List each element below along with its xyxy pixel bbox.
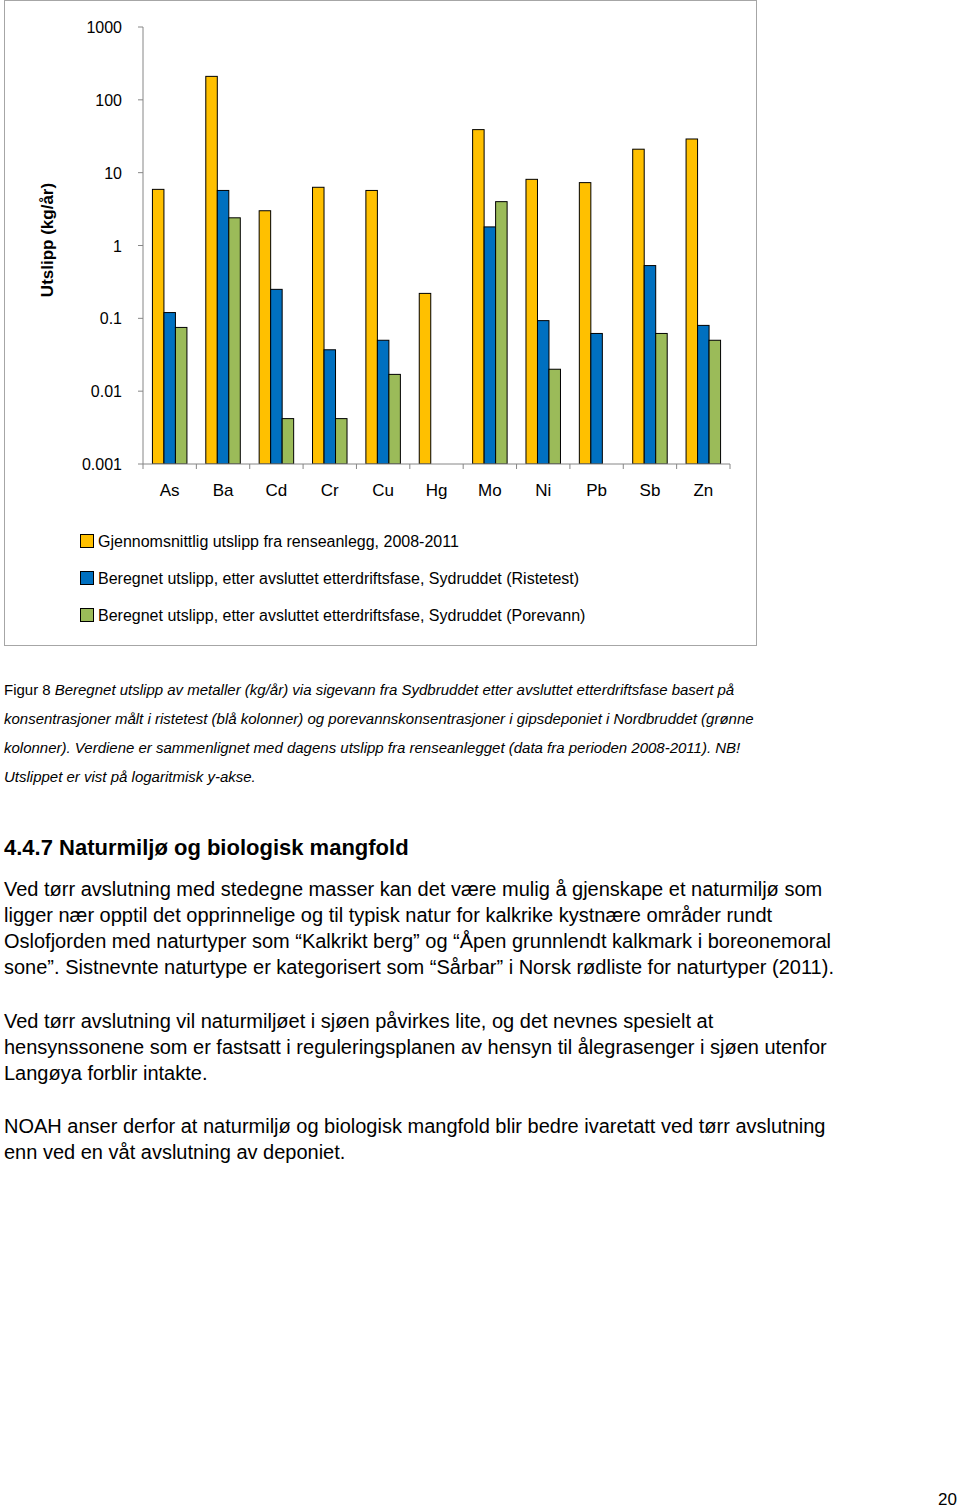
y-tick-label: 0.01	[91, 383, 122, 400]
y-tick	[138, 245, 143, 246]
y-tick	[138, 99, 143, 100]
bar	[152, 189, 164, 464]
x-tick-label: Cu	[372, 481, 394, 500]
legend-swatch	[81, 572, 94, 585]
paragraph-line: Ved tørr avslutning vil naturmiljøet i s…	[4, 1010, 714, 1032]
bar	[633, 149, 645, 464]
chart: 0.001 0.01 0.1 1 10 100 1000 Utslipp (kg/år) As B…	[5, 1, 757, 646]
y-tick	[138, 27, 143, 28]
chart-frame	[5, 1, 757, 646]
x-tick-label: As	[160, 481, 180, 500]
paragraph-line: Langøya forblir intakte.	[4, 1062, 207, 1084]
caption-label: Figur 8	[4, 681, 51, 698]
x-tick-label: Sb	[640, 481, 661, 500]
x-tick	[356, 464, 357, 469]
paragraph-line: enn ved en våt avslutning av deponiet.	[4, 1141, 345, 1163]
x-tick-label: Pb	[586, 481, 607, 500]
x-tick	[730, 464, 731, 469]
bar	[206, 76, 218, 464]
x-tick-label: Zn	[693, 481, 713, 500]
legend-swatch	[81, 535, 94, 548]
y-tick	[138, 464, 143, 465]
bar	[271, 289, 283, 464]
x-tick	[143, 464, 144, 469]
bar	[537, 321, 549, 464]
y-tick-label: 10	[104, 165, 122, 182]
bar	[366, 190, 378, 464]
x-tick-label: Ba	[213, 481, 234, 500]
bar	[549, 369, 561, 464]
bar	[473, 130, 485, 464]
bar	[336, 419, 348, 464]
x-tick	[676, 464, 677, 469]
bar	[656, 333, 668, 464]
bar	[259, 211, 271, 464]
bar	[644, 266, 656, 464]
bar	[526, 179, 538, 464]
bar	[698, 325, 710, 464]
bar	[484, 227, 496, 464]
y-axis-title: Utslipp (kg/år)	[38, 183, 57, 297]
bar	[686, 139, 698, 464]
x-tick-label: Mo	[478, 481, 502, 500]
bar	[217, 190, 229, 464]
paragraph-line: Oslofjorden med naturtyper som “Kalkrikt…	[4, 930, 831, 952]
x-tick	[516, 464, 517, 469]
x-tick-label: Cr	[321, 481, 339, 500]
legend-swatch	[81, 609, 94, 622]
bar	[709, 340, 721, 464]
bar	[324, 350, 336, 464]
y-tick	[138, 391, 143, 392]
y-tick	[138, 172, 143, 173]
paragraph-line: ligger nær opptil det opprinnelige og ti…	[4, 904, 773, 926]
bar	[496, 202, 508, 464]
caption-line: Beregnet utslipp av metaller (kg/år) via…	[55, 681, 735, 698]
y-tick-label: 0.1	[100, 310, 122, 327]
x-tick	[249, 464, 250, 469]
x-tick	[463, 464, 464, 469]
bar	[229, 218, 241, 464]
y-axis	[143, 27, 144, 464]
y-tick-label: 1000	[86, 19, 122, 36]
bar	[164, 313, 176, 464]
caption-line: kolonner). Verdiene er sammenlignet med …	[4, 739, 741, 756]
paragraph-line: NOAH anser derfor at naturmiljø og biolo…	[4, 1115, 825, 1137]
bar	[419, 293, 431, 464]
x-tick-label: Cd	[266, 481, 288, 500]
legend: Gjennomsnittlig utslipp fra renseanlegg,…	[81, 533, 586, 624]
heading: 4.4.7 Naturmiljø og biologisk mangfold	[4, 835, 409, 860]
paragraph-line: hensynssonene som er fastsatt i reguleri…	[4, 1036, 827, 1058]
caption: Figur 8Beregnet utslipp av metaller (kg/…	[4, 681, 754, 785]
x-tick	[569, 464, 570, 469]
x-tick	[623, 464, 624, 469]
bar	[389, 374, 401, 464]
legend-label: Gjennomsnittlig utslipp fra renseanlegg,…	[98, 533, 459, 550]
x-axis	[143, 464, 730, 465]
page-number: 20	[938, 1490, 957, 1508]
paragraph-line: Ved tørr avslutning med stedegne masser …	[4, 878, 822, 900]
bar	[377, 340, 389, 464]
legend-label: Beregnet utslipp, etter avsluttet etterd…	[98, 570, 579, 587]
caption-line: konsentrasjoner målt i ristetest (blå ko…	[4, 710, 754, 727]
paragraph-line: sone”. Sistnevnte naturtype er kategoris…	[4, 956, 834, 978]
x-tick	[303, 464, 304, 469]
y-tick-label: 1	[113, 238, 122, 255]
page: 0.001 0.01 0.1 1 10 100 1000 Utslipp (kg/år) As B…	[0, 0, 960, 1508]
bar	[591, 333, 603, 464]
legend-label: Beregnet utslipp, etter avsluttet etterd…	[98, 607, 585, 624]
x-tick	[196, 464, 197, 469]
y-tick	[138, 318, 143, 319]
caption-line: Utslippet er vist på logaritmisk y-akse.	[4, 768, 256, 785]
y-tick-label: 100	[95, 92, 122, 109]
x-tick-label: Hg	[426, 481, 448, 500]
section: 4.4.7 Naturmiljø og biologisk mangfold Ve…	[4, 835, 834, 1163]
bar	[579, 183, 591, 464]
bar	[313, 187, 325, 464]
bar	[282, 419, 294, 464]
bars	[152, 76, 720, 464]
x-tick	[409, 464, 410, 469]
y-tick-label: 0.001	[82, 456, 122, 473]
x-tick-label: Ni	[535, 481, 551, 500]
bar	[175, 327, 187, 464]
